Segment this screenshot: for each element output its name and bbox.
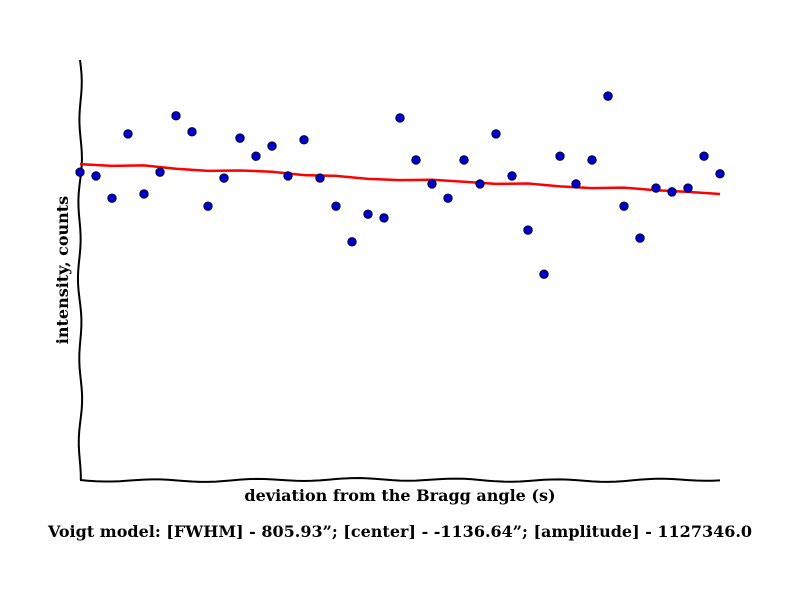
data-point: [139, 189, 149, 199]
data-point: [267, 141, 277, 151]
data-point: [523, 225, 533, 235]
data-point: [347, 237, 357, 247]
y-axis: [76, 59, 84, 481]
data-point: [203, 201, 213, 211]
data-point: [555, 151, 565, 161]
data-point: [331, 201, 341, 211]
data-point: [363, 209, 373, 219]
data-point: [587, 155, 597, 165]
data-point: [651, 183, 661, 193]
data-point: [683, 183, 693, 193]
data-point: [171, 111, 181, 121]
data-point: [395, 113, 405, 123]
fit-line: [79, 162, 721, 196]
data-point: [155, 167, 165, 177]
data-point: [603, 91, 613, 101]
y-axis-label: intensity, counts: [53, 196, 72, 344]
data-point: [443, 193, 453, 203]
x-axis-label: deviation from the Bragg angle (s): [244, 486, 555, 505]
data-point: [123, 129, 133, 139]
data-point: [715, 169, 725, 179]
data-point: [459, 155, 469, 165]
data-point: [571, 179, 581, 189]
data-point: [251, 151, 261, 161]
data-point: [219, 173, 229, 183]
data-point: [699, 151, 709, 161]
data-point: [667, 187, 677, 197]
data-point: [235, 133, 245, 143]
data-point: [379, 213, 389, 223]
x-axis: [79, 477, 721, 483]
data-point: [107, 193, 117, 203]
data-point: [619, 201, 629, 211]
data-point: [411, 155, 421, 165]
data-point: [75, 167, 85, 177]
data-point: [283, 171, 293, 181]
fit-parameters-caption: Voigt model: [FWHM] - 805.93”; [center] …: [47, 522, 753, 541]
data-point: [187, 127, 197, 137]
data-point: [539, 269, 549, 279]
data-point: [491, 129, 501, 139]
data-point: [635, 233, 645, 243]
data-point: [507, 171, 517, 181]
data-point: [427, 179, 437, 189]
data-point: [315, 173, 325, 183]
data-point: [299, 135, 309, 145]
data-point: [475, 179, 485, 189]
data-point: [91, 171, 101, 181]
data-points: [75, 91, 725, 279]
